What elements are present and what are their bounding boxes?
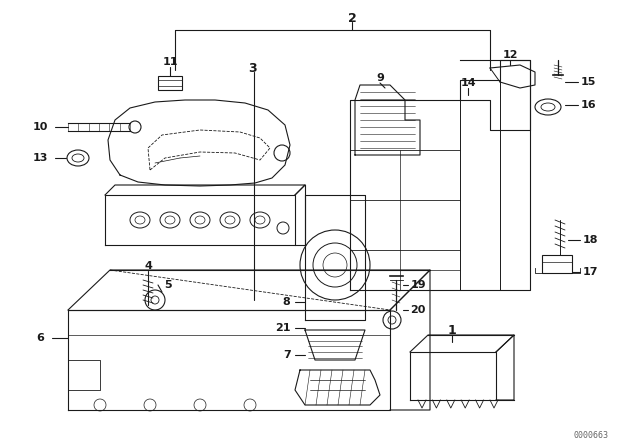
Text: 11: 11 <box>163 57 178 67</box>
Text: 12: 12 <box>502 50 518 60</box>
Text: 0000663: 0000663 <box>573 431 608 440</box>
Text: 17: 17 <box>582 267 598 277</box>
Text: 13: 13 <box>32 153 48 163</box>
Text: 5: 5 <box>164 280 172 290</box>
Text: 2: 2 <box>348 12 356 25</box>
Text: 7: 7 <box>283 350 291 360</box>
Text: 8: 8 <box>282 297 290 307</box>
Text: 3: 3 <box>248 61 257 74</box>
Text: 18: 18 <box>582 235 598 245</box>
Bar <box>542 255 572 273</box>
Text: 6: 6 <box>36 333 44 343</box>
Bar <box>158 76 182 90</box>
Text: 9: 9 <box>376 73 384 83</box>
Text: 21: 21 <box>275 323 291 333</box>
Text: 14: 14 <box>460 78 476 88</box>
Text: 19: 19 <box>410 280 426 290</box>
Text: 10: 10 <box>32 122 48 132</box>
Text: 4: 4 <box>144 261 152 271</box>
Text: 1: 1 <box>447 323 456 336</box>
Text: 20: 20 <box>410 305 426 315</box>
Text: 16: 16 <box>580 100 596 110</box>
Text: 15: 15 <box>580 77 596 87</box>
